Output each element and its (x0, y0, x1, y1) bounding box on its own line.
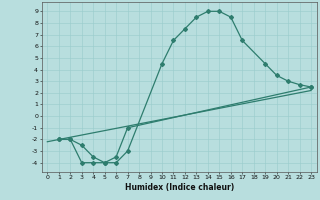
X-axis label: Humidex (Indice chaleur): Humidex (Indice chaleur) (124, 183, 234, 192)
